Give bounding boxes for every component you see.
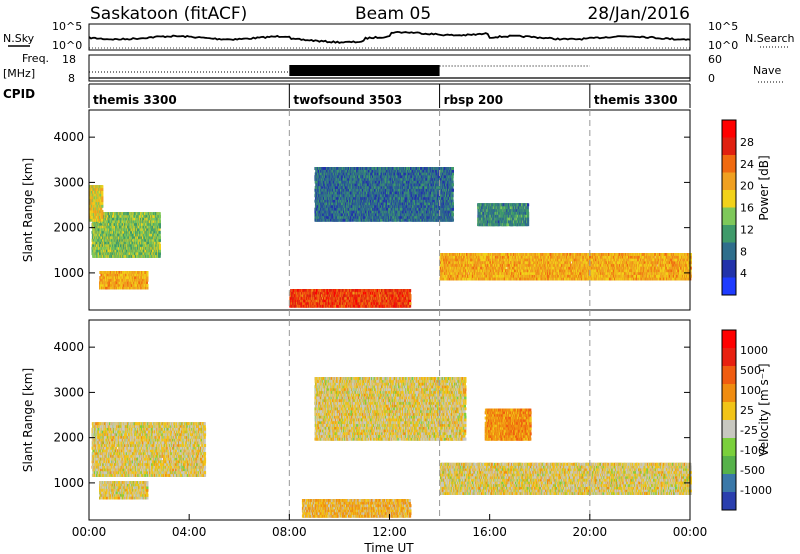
noise-tick-left-lo: 10^0 [52, 39, 82, 52]
nave-tick-hi: 60 [708, 53, 722, 66]
cpid-row: themis 3300 twofsound 3503 rbsp 200 themis … [89, 84, 690, 108]
noise-tick-right-lo: 10^0 [708, 39, 738, 52]
freq-tick-lo: 8 [68, 72, 75, 85]
cpid-segment-label: twofsound 3503 [293, 93, 402, 107]
station-title: Saskatoon (fitACF) [90, 4, 247, 24]
noise-sky-trace [89, 32, 690, 43]
cpid-segment-label: rbsp 200 [444, 93, 503, 107]
freq-unit-label: [MHz] [3, 67, 35, 80]
radar-summary-plot: Saskatoon (fitACF) Beam 05 28/Jan/2016 N… [0, 0, 800, 554]
freq-traces [89, 65, 690, 78]
freq-twofsound-block [289, 65, 439, 76]
nsky-label: N.Sky [3, 32, 35, 45]
cpid-segment-label: themis 3300 [594, 93, 678, 107]
date-title: 28/Jan/2016 [587, 4, 690, 24]
nave-label: Nave [753, 64, 781, 77]
freq-label: Freq. [22, 52, 49, 65]
noise-tick-left-hi: 10^5 [52, 20, 82, 33]
nsearch-label: N.Search [745, 32, 795, 45]
freq-tick-hi: 18 [62, 53, 76, 66]
cpid-segment-label: themis 3300 [93, 93, 177, 107]
beam-title: Beam 05 [355, 4, 431, 24]
noise-traces [89, 32, 690, 48]
nave-tick-lo: 0 [708, 72, 715, 85]
noise-tick-right-hi: 10^5 [708, 20, 738, 33]
cpid-label: CPID [3, 87, 35, 101]
